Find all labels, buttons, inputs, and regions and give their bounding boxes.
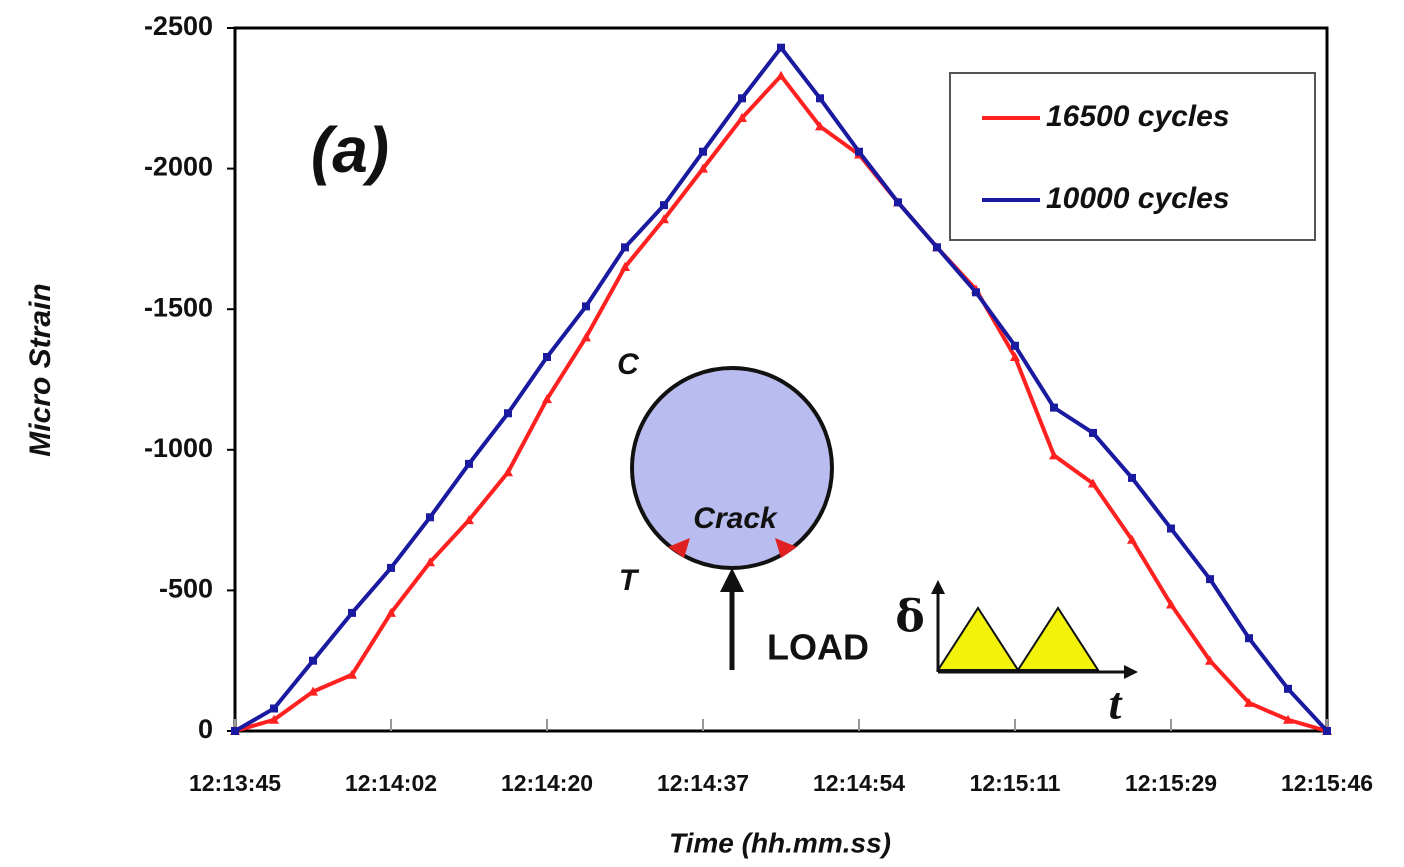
marker	[698, 163, 708, 173]
marker	[1089, 428, 1097, 437]
legend-label: 10000 cycles	[1046, 182, 1230, 215]
plot-frame	[233, 26, 1329, 733]
x-tick-label: 12:15:29	[1125, 770, 1217, 796]
marker	[738, 94, 746, 103]
marker	[386, 607, 396, 617]
marker	[504, 409, 512, 418]
annotation: Crack	[693, 502, 778, 535]
x-tick-label: 12:14:20	[501, 770, 593, 796]
marker	[776, 70, 786, 80]
marker	[1205, 655, 1215, 665]
inset-arrowhead	[1124, 665, 1138, 679]
load-wave	[1016, 606, 1100, 671]
x-tick-label: 12:13:45	[189, 770, 281, 796]
y-tick-label: -1000	[144, 433, 213, 463]
marker	[309, 656, 317, 665]
marker	[1284, 684, 1292, 693]
legend-box	[949, 72, 1316, 241]
marker	[269, 714, 279, 724]
marker	[582, 302, 590, 311]
marker	[620, 262, 630, 272]
annotation: C	[617, 348, 640, 381]
marker	[425, 557, 435, 567]
marker	[777, 43, 785, 52]
marker	[621, 243, 629, 252]
marker	[972, 288, 980, 297]
marker	[699, 147, 707, 156]
marker	[660, 201, 668, 210]
y-tick-label: -2000	[144, 152, 213, 182]
y-tick-label: -500	[159, 574, 213, 604]
marker	[1167, 524, 1175, 533]
marker	[581, 332, 591, 342]
marker	[542, 394, 552, 404]
marker	[387, 563, 395, 572]
marker	[1127, 534, 1137, 544]
marker	[464, 515, 474, 525]
annotation: LOAD	[767, 627, 869, 668]
x-axis-label: Time (hh.mm.ss)	[669, 827, 891, 858]
marker	[426, 513, 434, 522]
legend-label: 16500 cycles	[1046, 100, 1230, 133]
panel-label: (a)	[311, 114, 389, 186]
load-arrowhead	[720, 568, 744, 592]
marker	[659, 214, 669, 224]
y-tick-label: 0	[198, 714, 213, 744]
marker	[1010, 352, 1020, 362]
annotation: t	[1109, 678, 1123, 729]
marker	[1128, 473, 1136, 482]
x-tick-label: 12:14:37	[657, 770, 749, 796]
marker	[1323, 727, 1331, 735]
annotation: δ	[895, 592, 924, 643]
marker	[308, 686, 318, 696]
crack-arrow	[668, 538, 690, 558]
marker	[894, 198, 902, 207]
x-tick-label: 12:15:11	[970, 770, 1061, 796]
marker	[1049, 450, 1059, 460]
marker	[503, 467, 513, 477]
marker	[1050, 403, 1058, 412]
marker	[816, 94, 824, 103]
marker	[347, 669, 357, 679]
y-tick-label: -1500	[144, 292, 213, 322]
marker	[855, 147, 863, 156]
y-tick-label: -2500	[144, 11, 213, 41]
annotation: T	[619, 564, 640, 597]
inset-arrowhead	[931, 580, 945, 594]
y-axis-label: Micro Strain	[24, 283, 57, 456]
marker	[1206, 575, 1214, 584]
load-wave	[936, 606, 1020, 671]
crack-arrow	[775, 538, 797, 558]
marker	[1283, 714, 1293, 724]
x-tick-label: 12:14:02	[345, 770, 437, 796]
specimen	[630, 366, 834, 570]
marker	[348, 608, 356, 617]
inset-diagram	[630, 366, 1138, 679]
marker	[737, 112, 747, 122]
marker	[1088, 478, 1098, 488]
marker	[1245, 634, 1253, 643]
marker	[1166, 599, 1176, 609]
marker	[270, 704, 278, 713]
marker	[1011, 341, 1019, 350]
marker	[231, 727, 239, 735]
x-tick-label: 12:15:46	[1281, 770, 1373, 796]
x-tick-label: 12:14:54	[813, 770, 905, 796]
marker	[1244, 697, 1254, 707]
marker	[933, 243, 941, 252]
marker	[815, 121, 825, 131]
marker	[543, 353, 551, 362]
marker	[465, 459, 473, 468]
